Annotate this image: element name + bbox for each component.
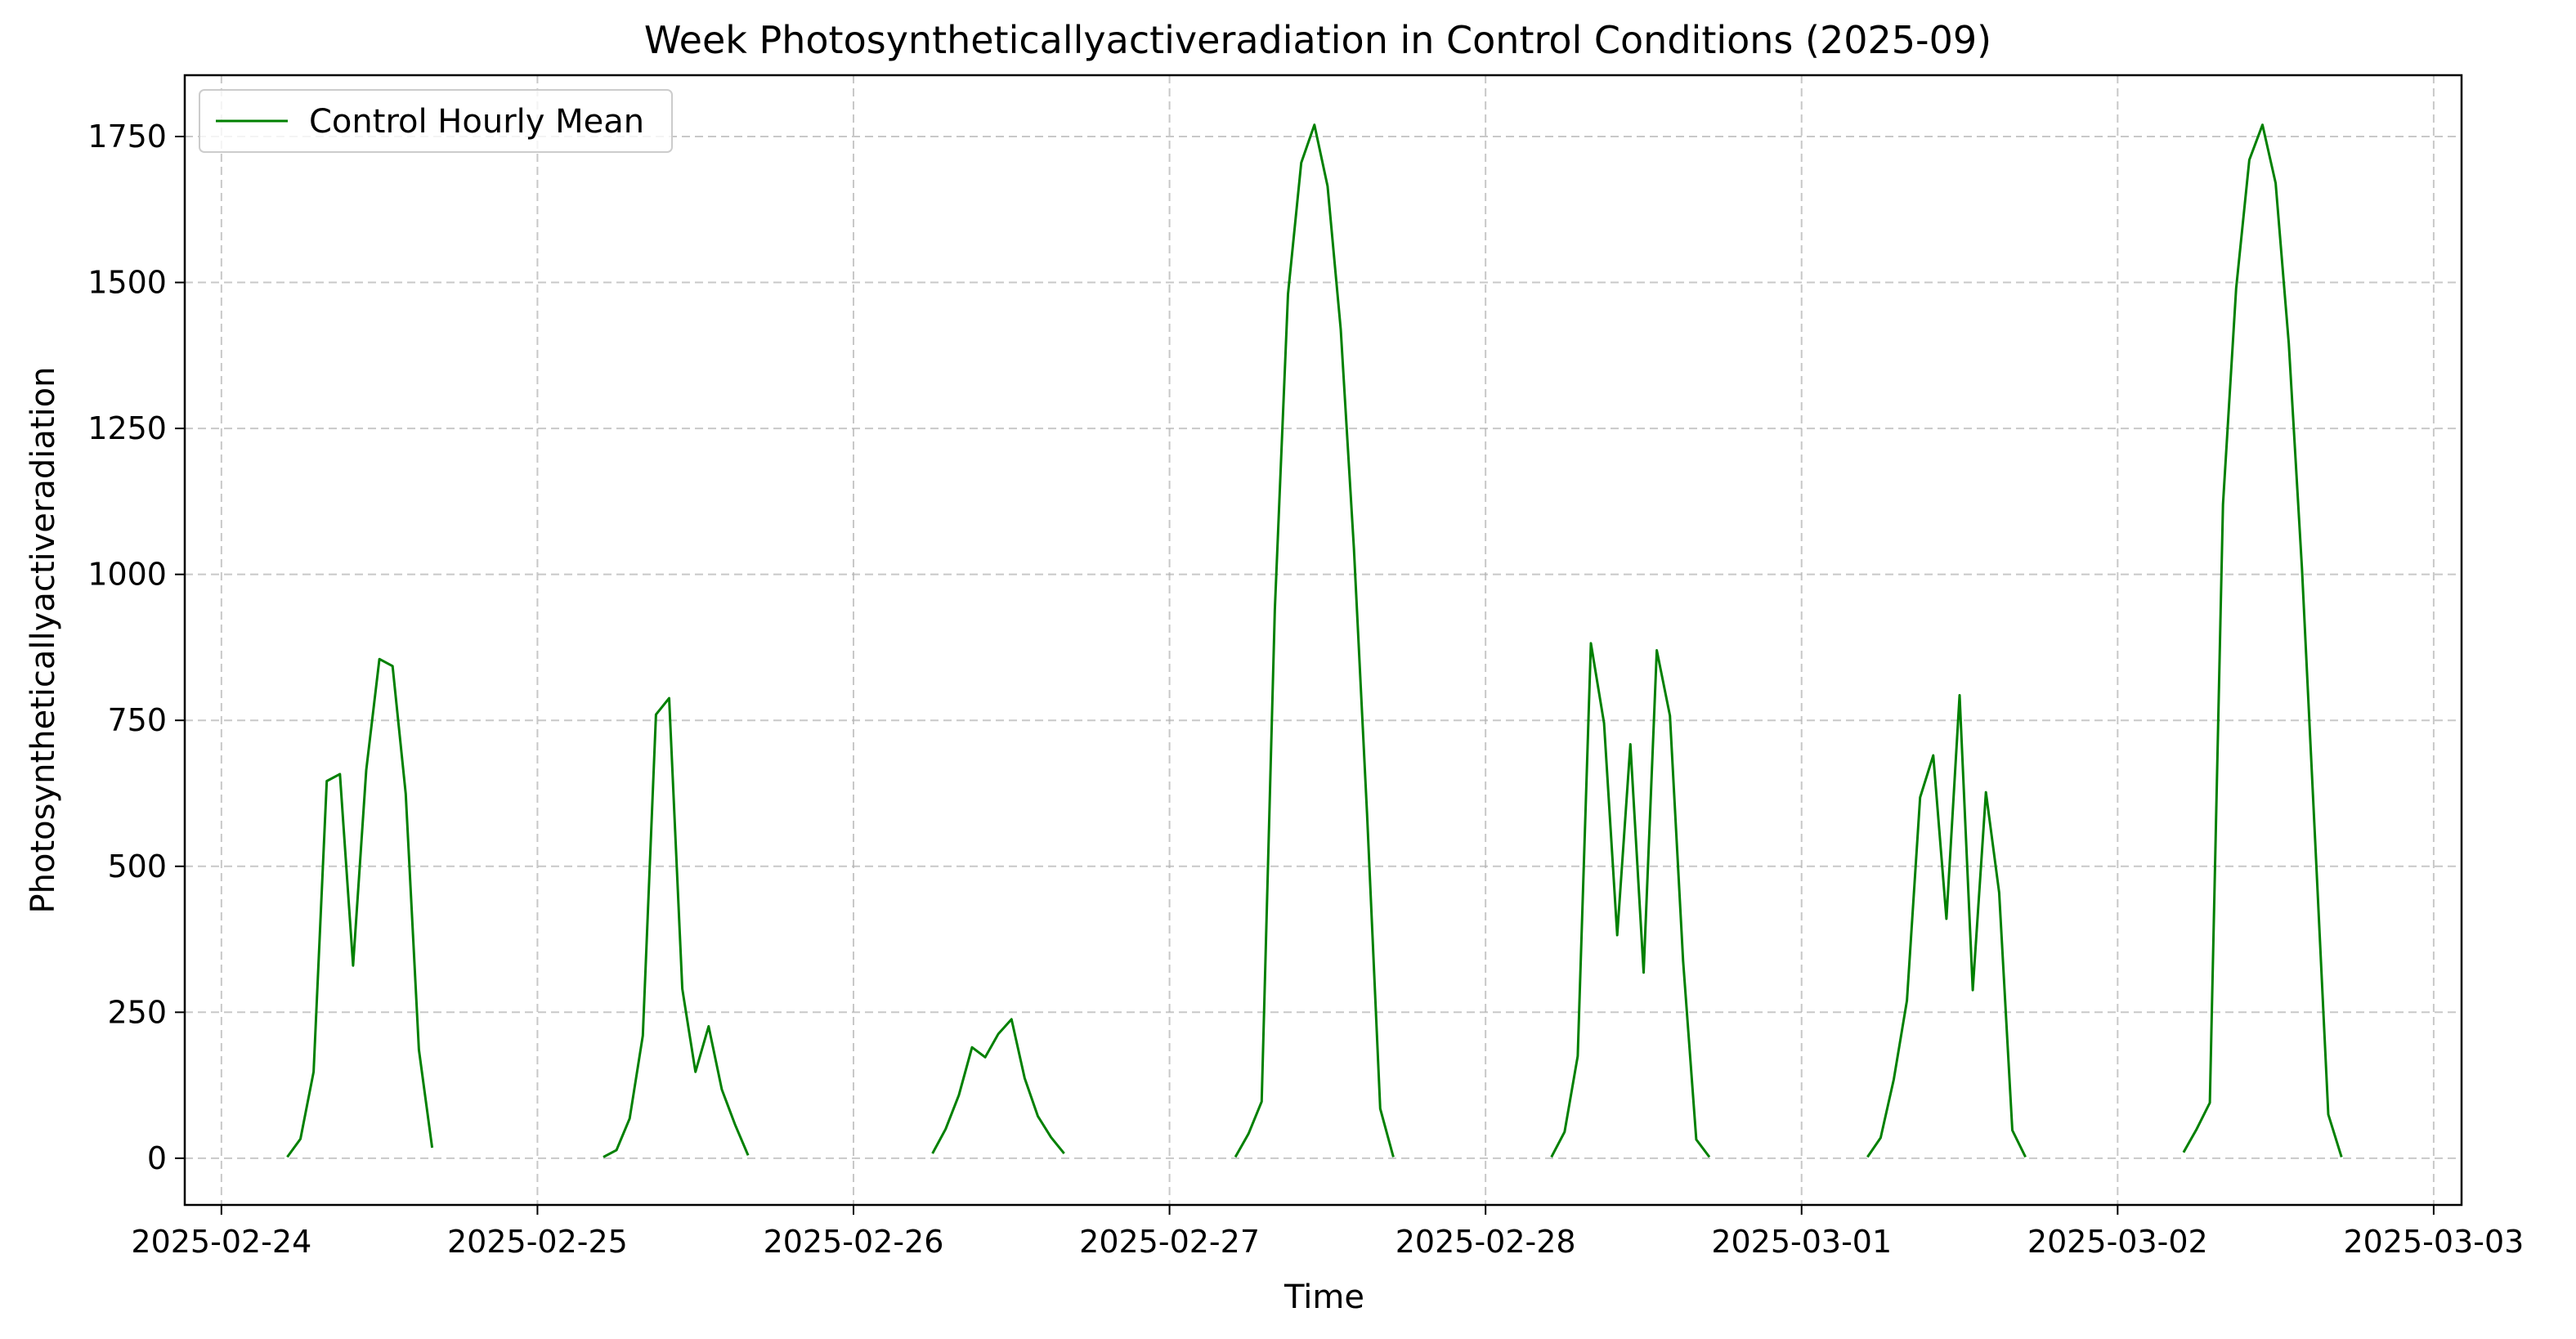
x-axis-label: Time [1284,1279,1364,1316]
legend: Control Hourly Mean [199,89,673,153]
plot-frame [183,74,2463,1207]
y-tick-label: 750 [107,702,167,738]
chart-title: Week Photosyntheticallyactiveradiation i… [644,18,1991,62]
y-tick-label: 1000 [87,557,167,593]
y-tick-label: 250 [107,994,167,1030]
legend-entry-label: Control Hourly Mean [309,103,644,141]
x-tick-label: 2025-03-02 [2027,1224,2208,1260]
x-tick-label: 2025-03-01 [1711,1224,1892,1260]
legend-box [199,89,673,153]
x-axis: 2025-02-24 2025-02-25 2025-02-26 2025-02-27… [131,1205,2524,1260]
y-axis-label: Photosyntheticallyactiveradiation [25,367,62,914]
x-tick-label: 2025-02-25 [447,1224,628,1260]
y-tick-label: 0 [147,1140,167,1176]
grid [185,75,2462,1205]
plot-lines [286,123,2343,1158]
x-tick-label: 2025-02-28 [1396,1224,1576,1260]
y-tick-label: 500 [107,849,167,884]
series-line [286,123,2343,1158]
x-tick-label: 2025-02-24 [131,1224,311,1260]
y-tick-label: 1250 [87,410,167,446]
y-tick-label: 1750 [87,119,167,154]
y-tick-label: 1500 [87,265,167,301]
x-tick-label: 2025-03-03 [2343,1224,2524,1260]
x-tick-label: 2025-02-26 [764,1224,944,1260]
y-axis: 0 250 500 750 1000 1250 1500 1750 [87,119,185,1176]
x-tick-label: 2025-02-27 [1079,1224,1260,1260]
